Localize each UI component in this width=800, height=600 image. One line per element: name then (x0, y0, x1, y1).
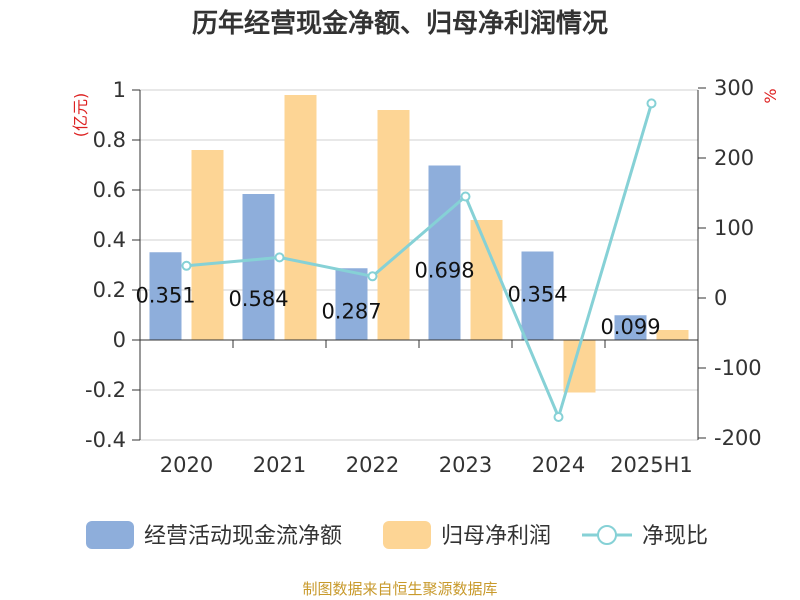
y-left-tick-label: 0 (113, 328, 126, 352)
legend-label-net-profit: 归母净利润 (441, 524, 551, 549)
data-label-layer: 0.351 0.584 0.287 0.698 0.354 0.099 (135, 259, 660, 340)
bar-cash-flow-2023 (428, 165, 461, 340)
grid-lines (140, 89, 698, 441)
data-label-cash-flow: 0.099 (600, 315, 660, 339)
data-label-cash-flow: 0.287 (321, 299, 381, 323)
y-right-tick-label: 200 (714, 146, 754, 170)
ratio-point-2020 (181, 260, 192, 271)
y-left-tick-label: -0.4 (85, 428, 126, 452)
legend-label-ratio: 净现比 (642, 524, 708, 549)
ratio-line (186, 102, 653, 422)
data-label-cash-flow: 0.354 (507, 283, 567, 307)
bar-layer (149, 95, 689, 393)
y-right-tick-label: 300 (714, 76, 754, 100)
legend: 经营活动现金流净额 归母净利润 净现比 (86, 521, 708, 549)
y-left-tick-label: 1 (113, 78, 126, 102)
data-label-cash-flow: 0.698 (414, 259, 474, 283)
bar-net-profit-2023 (470, 220, 503, 340)
x-tick-label: 2020 (160, 453, 213, 477)
y-left-tick-label: -0.2 (85, 378, 126, 402)
y-right-tick-label: 0 (714, 286, 727, 310)
y-left-unit: (亿元) (71, 93, 90, 138)
ratio-point-2023 (460, 191, 471, 202)
y-right-unit: % (761, 88, 780, 103)
legend-label-cash-flow: 经营活动现金流净额 (144, 524, 342, 549)
ratio-point-2025H1 (646, 98, 657, 109)
y-left-tick-label: 0.6 (93, 178, 126, 202)
source-note: 制图数据来自恒生聚源数据库 (302, 580, 497, 598)
axes: 1 0.8 0.6 0.4 0.2 0 -0.2 -0.4 300 200 100 0 -100 -200… (71, 76, 780, 477)
y-left-tick-label: 0.4 (93, 228, 126, 252)
data-label-cash-flow: 0.584 (228, 287, 288, 311)
bar-net-profit-2020 (191, 150, 224, 340)
bar-net-profit-2022 (377, 110, 410, 340)
bar-net-profit-2025H1 (656, 330, 689, 340)
bar-cash-flow-2021 (242, 194, 275, 340)
y-right-tick-label: 100 (714, 216, 754, 240)
bar-cash-flow-2024 (521, 251, 554, 340)
legend-swatch-net-profit (383, 521, 431, 549)
x-tick-label: 2024 (532, 453, 585, 477)
ratio-line-layer (181, 98, 657, 422)
y-left-tick-label: 0.8 (93, 128, 126, 152)
ratio-point-2024 (553, 412, 564, 422)
x-tick-label: 2025H1 (610, 453, 693, 477)
data-label-cash-flow: 0.351 (135, 283, 195, 307)
bar-net-profit-2021 (284, 95, 317, 340)
ratio-point-2021 (274, 252, 285, 263)
x-tick-label: 2021 (253, 453, 306, 477)
legend-swatch-ratio-marker (597, 525, 617, 545)
bar-cash-flow-2025H1 (614, 315, 647, 340)
y-left-tick-label: 0.2 (93, 278, 126, 302)
x-tick-label: 2022 (346, 453, 399, 477)
chart-title: 历年经营现金净额、归母净利润情况 (192, 8, 608, 39)
legend-swatch-cash-flow (86, 521, 134, 549)
y-right-tick-label: -100 (714, 356, 762, 380)
bar-cash-flow-2022 (335, 268, 368, 340)
bar-cash-flow-2020 (149, 252, 182, 340)
ratio-point-2022 (367, 271, 378, 282)
y-right-tick-label: -200 (714, 426, 762, 450)
x-tick-label: 2023 (439, 453, 492, 477)
